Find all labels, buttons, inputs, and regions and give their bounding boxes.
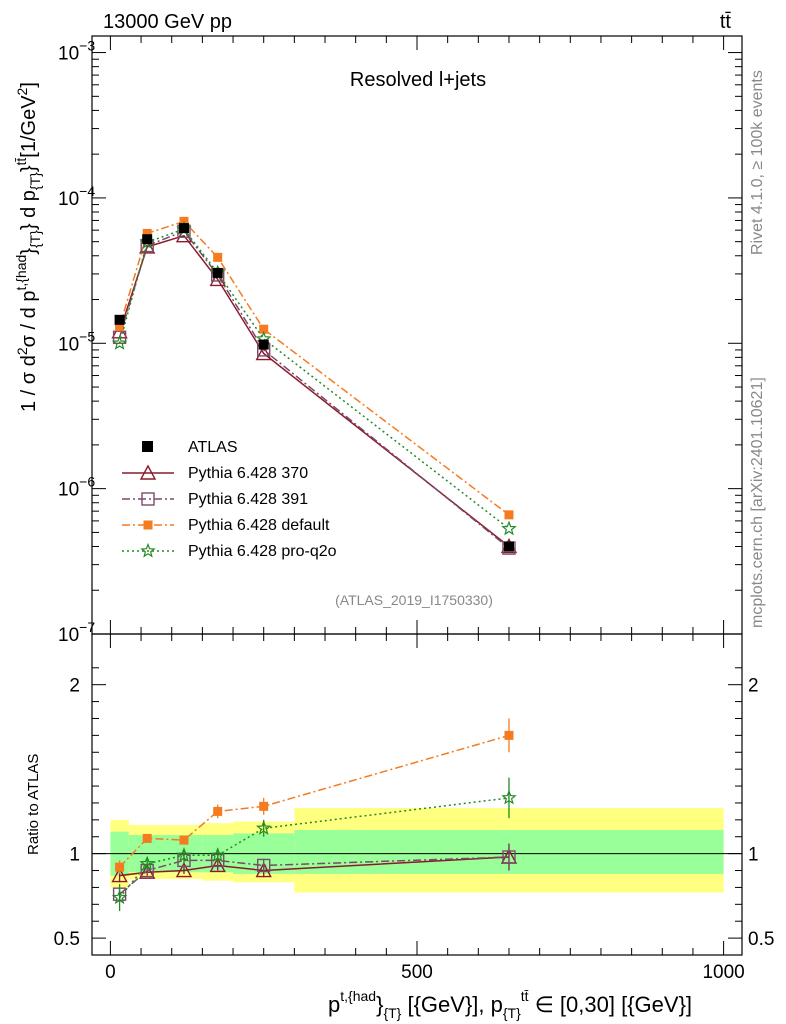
ratio-y-tick-label-right: 2: [748, 676, 759, 697]
main-series-line-3: [118, 228, 510, 530]
legend-label-atlas: ATLAS: [188, 439, 238, 456]
data-point: [503, 541, 514, 552]
legend: ATLAS Pythia 6.428 370 Pythia 6.428 391 Pyt…: [122, 439, 337, 560]
main-series-point-3: [501, 520, 517, 536]
ratio-y-tick-label: 2: [69, 676, 80, 697]
main-series-line-2: [118, 220, 510, 516]
ratio-series-line-1: [119, 856, 510, 895]
main-series-point-2: [504, 510, 514, 520]
x-tick-label: 500: [401, 962, 433, 983]
header-left: 13000 GeV pp: [103, 11, 232, 33]
main-y-axis-label: 1 / σ d2σ / d pt,{had}{T}} d p{T}}tt̄[1/…: [13, 82, 43, 412]
legend-marker-3: [140, 542, 156, 558]
ratio-series-point-2: [179, 835, 189, 845]
legend-marker-0: [139, 464, 157, 480]
data-point: [212, 267, 223, 278]
arxiv-label: mcplots.cern.ch [arXiv:2401.10621]: [749, 377, 766, 628]
main-y-tick-label: 10−4: [58, 183, 95, 210]
ratio-y-tick-label-right: 0.5: [748, 929, 774, 950]
ratio-series-point-2: [213, 806, 223, 816]
ratio-series-point-0: [209, 856, 226, 873]
main-series-point-3: [111, 335, 128, 350]
data-point: [178, 223, 189, 234]
main-series-point-2: [115, 322, 125, 332]
ratio-y-axis-label: Ratio to ATLAS: [25, 754, 42, 855]
main-y-tick-label: 10−5: [58, 328, 95, 355]
ratio-series-point-0: [111, 867, 128, 883]
ratio-series-point-2: [115, 862, 125, 872]
legend-marker-2: [143, 520, 153, 530]
main-series-point-2: [259, 324, 269, 334]
ratio-series-point-3: [501, 789, 517, 805]
main-plot: 10−7 10−6 10−5 10−4 10−3: [58, 35, 743, 646]
ratio-series-point-0: [255, 862, 272, 878]
rivet-label: Rivet 4.1.0, ≥ 100k events: [749, 70, 766, 255]
ratio-series-point-2: [504, 730, 514, 740]
ratio-series-point-3: [209, 847, 226, 862]
ratio-series-line-2: [119, 734, 510, 868]
main-y-tick-label: 10−6: [58, 474, 95, 501]
legend-marker-atlas: [142, 441, 153, 452]
ratio-y-tick-label: 1: [69, 845, 80, 866]
ratio-series-point-0: [175, 862, 193, 878]
data-point: [114, 314, 125, 325]
ratio-series-point-3: [176, 847, 192, 862]
main-y-tick-label: 10−3: [58, 38, 95, 65]
ratio-series-point-3: [139, 855, 155, 871]
data-point: [258, 339, 269, 350]
main-series-line-1: [118, 230, 510, 549]
ratio-series-point-2: [142, 833, 152, 843]
ratio-series-point-3: [111, 889, 128, 905]
legend-label-1: Pythia 6.428 391: [188, 491, 308, 508]
main-series-point-2: [142, 228, 152, 238]
legend-label-0: Pythia 6.428 370: [188, 465, 308, 482]
header-right: tt̄: [720, 11, 732, 33]
x-tick-label: 1000: [702, 962, 744, 983]
ratio-series-point-3: [255, 820, 272, 835]
legend-label-2: Pythia 6.428 default: [188, 517, 330, 534]
legend-label-3: Pythia 6.428 pro-q2o: [188, 543, 337, 560]
ratio-frame: [91, 633, 743, 956]
ratio-series-line-3: [119, 797, 510, 899]
data-point: [142, 234, 153, 245]
main-series-point-2: [213, 252, 223, 262]
ratio-y-tick-label: 0.5: [54, 929, 80, 950]
analysis-tag: (ATLAS_2019_I1750330): [335, 592, 493, 608]
x-axis-label: pt,{had}{T} [{GeV}], p{T}tt̄ ∈ [0,30] [{…: [328, 988, 692, 1021]
ratio-series-point-1: [256, 858, 271, 873]
ratio-series-point-1: [502, 850, 516, 864]
ratio-series-point-0: [139, 863, 156, 879]
legend-marker-1: [141, 492, 155, 506]
x-tick-label: 0: [105, 962, 116, 983]
ratio-y-tick-label-right: 1: [748, 845, 759, 866]
ratio-series-point-2: [259, 801, 269, 811]
main-y-tick-label: 10−7: [58, 619, 95, 646]
chart-title: Resolved l+jets: [350, 69, 486, 91]
